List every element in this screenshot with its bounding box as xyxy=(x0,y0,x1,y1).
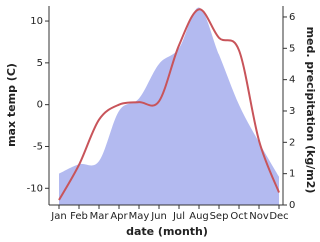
x-tick-label: Oct xyxy=(230,211,247,222)
y2-tick-label: 0 xyxy=(289,200,295,211)
x-tick-label: Mar xyxy=(90,211,110,222)
y2-tick-label: 4 xyxy=(289,75,295,86)
x-tick-label: Apr xyxy=(110,211,128,222)
precip-area xyxy=(59,7,279,205)
y2-tick-label: 6 xyxy=(289,12,295,23)
y-tick-label: 0 xyxy=(37,100,43,111)
x-tick-label: Dec xyxy=(269,211,288,222)
x-tick-label: Feb xyxy=(70,211,88,222)
x-tick-label: Sep xyxy=(210,211,229,222)
y-tick-label: -5 xyxy=(33,141,43,152)
y2-tick-label: 1 xyxy=(289,169,295,180)
temp-line xyxy=(58,8,280,201)
y-tick-label: 5 xyxy=(37,58,43,69)
y2-axis-label: med. precipitation (kg/m2) xyxy=(304,27,317,194)
x-axis-label: date (month) xyxy=(126,225,208,238)
y-tick-label: -10 xyxy=(27,183,43,194)
x-tick-label: Jul xyxy=(172,211,185,222)
x-tick-label: Jan xyxy=(50,211,66,222)
y2-tick-label: 3 xyxy=(289,106,295,117)
x-tick-label: Aug xyxy=(189,211,209,222)
y2-tick-label: 2 xyxy=(289,137,295,148)
x-tick-label: May xyxy=(129,211,150,222)
x-tick-label: Nov xyxy=(249,211,269,222)
y-axis-label: max temp (C) xyxy=(5,63,18,147)
y-tick-label: 10 xyxy=(30,16,43,27)
y2-tick-label: 5 xyxy=(289,43,295,54)
x-tick-label: Jun xyxy=(150,211,167,222)
